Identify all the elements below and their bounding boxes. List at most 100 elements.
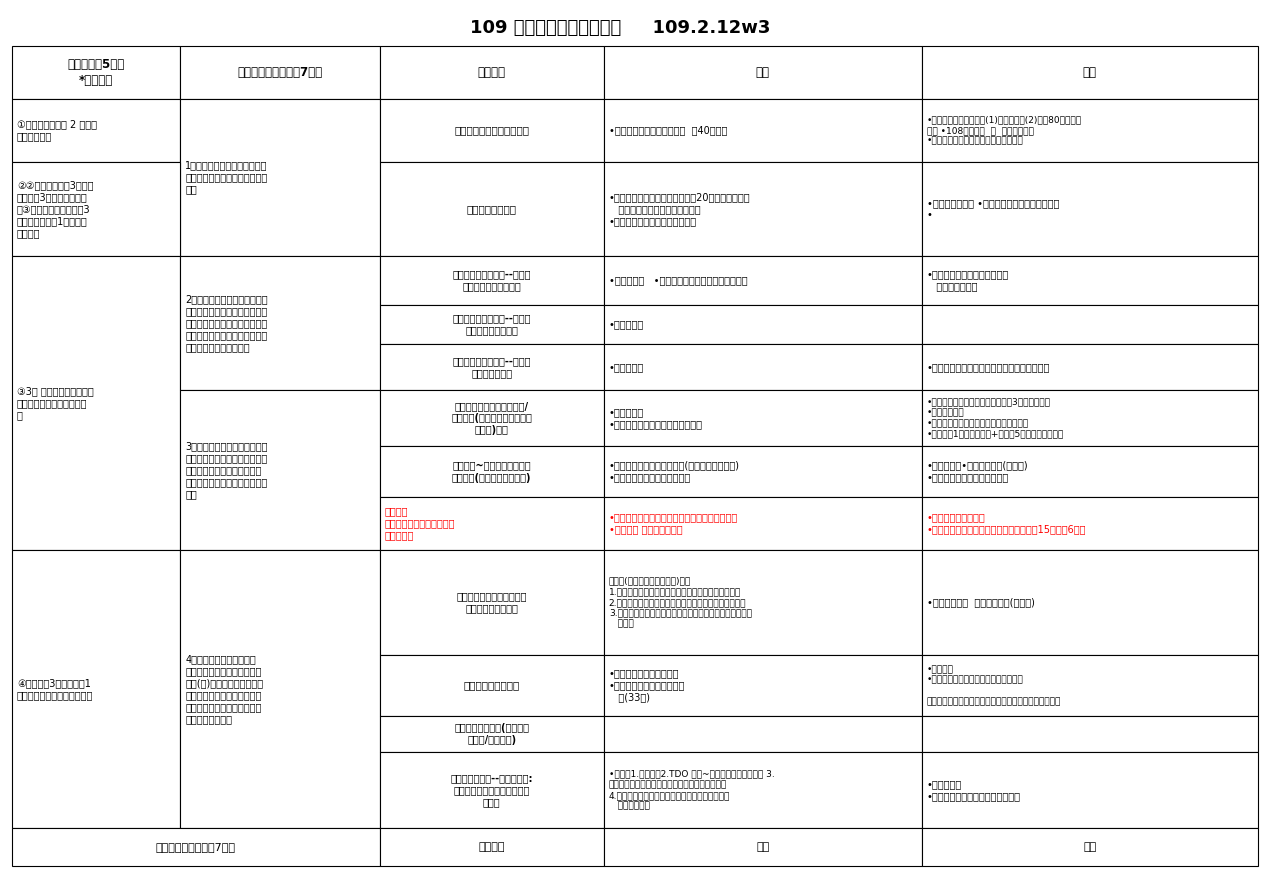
Text: 教育部精進計畫推動7重點: 教育部精進計畫推動7重點: [156, 842, 236, 852]
Bar: [922, 716, 1258, 752]
Text: •場數依全縣教訂克參訓人數  場40人估算: •場數依全縣教訂克參訓人數 場40人估算: [609, 125, 728, 135]
Bar: [180, 550, 379, 828]
Bar: [379, 99, 604, 162]
Text: •試行之領域觀動道則
•三學學校（自臨計畫先：期間新起用居次15校中之6所）: •試行之領域觀動道則 •三學學校（自臨計畫先：期間新起用居次15校中之6所）: [927, 513, 1087, 535]
Text: ③3年 內每位校長及三任需
參加課發會審查能力培訓講
習: ③3年 內每位校長及三任需 參加課發會審查能力培訓講 習: [16, 386, 94, 420]
Bar: [379, 752, 604, 828]
Text: 方式: 方式: [756, 66, 770, 79]
Text: 生活課程授課教師(初任增能
小、學/教洋以內): 生活課程授課教師(初任增能 小、學/教洋以內): [454, 723, 529, 745]
Bar: [379, 46, 604, 99]
Bar: [604, 390, 922, 446]
Bar: [180, 256, 379, 390]
Bar: [379, 655, 604, 716]
Text: •配合學習料: •配合學習料: [609, 362, 644, 372]
Text: 方式: 方式: [756, 842, 770, 852]
Text: 教師專業回領人才三類培訓/
實務研討(初培、進補、教學補
培教師)計畫: 教師專業回領人才三類培訓/ 實務研討(初培、進補、教學補 培教師)計畫: [451, 401, 533, 435]
Bar: [922, 390, 1258, 446]
Bar: [922, 550, 1258, 655]
Bar: [604, 716, 922, 752]
Bar: [604, 497, 922, 550]
Text: •全縣研習
•主題內容：學科概論、領域教材教法等

教前、健體、自然、社會、綜合未入專長教師之教學需求: •全縣研習 •主題內容：學科概論、領域教材教法等 教前、健體、自然、社會、綜合未…: [927, 665, 1061, 706]
Text: 中兩組(保幼稚紐課程發展研)整好
1.教師幕界發展需求：核心素養及素育教學之宣業概念
2.十二年改教新課紐探究：核心素養到教學設計之進公理
3.素養導向教學三進: 中兩組(保幼稚紐課程發展研)整好 1.教師幕界發展需求：核心素養及素育教學之宣業…: [609, 576, 752, 628]
Bar: [604, 99, 922, 162]
Text: •全縣國中小校  學校自願申請(可跨校): •全縣國中小校 學校自願申請(可跨校): [927, 598, 1035, 607]
Bar: [604, 828, 922, 866]
Text: •初階：剖任、稀導教師、全縣教師3年內完成初階
•進階：新傳、
•進階及教學輔導教師：一般教師自展參訓
•輔導員自1年內完成初級+進階，5年內教學增習教師: •初階：剖任、稀導教師、全縣教師3年內完成初階 •進階：新傳、 •進階及教學輔導…: [927, 397, 1064, 439]
Bar: [11, 46, 180, 99]
Text: 計畫名稱: 計畫名稱: [478, 66, 506, 79]
Bar: [11, 256, 180, 550]
Text: 教育部精進計畫推動7重點: 教育部精進計畫推動7重點: [237, 66, 322, 79]
Text: ②②每位國小教師3年內應
完成並少3領域以上遴領研
習③每位校長及國中教師3
年內應完成至少1領域以上
領域研習: ②②每位國小教師3年內應 完成並少3領域以上遴領研 習③每位校長及國中教師3 年…: [16, 180, 94, 238]
Text: 4、辦理增進並支持教師運
用導學習社媲運作，具體推規
及觀(議)課、學習觀察、有效
教學增進教學學能，建設並生
室置見地截教機，落實深究策
略，充实校學社義: 4、辦理增進並支持教師運 用導學習社媲運作，具體推規 及觀(議)課、學習觀察、有…: [185, 654, 264, 724]
Bar: [922, 256, 1258, 305]
Text: 鄉鎮總網週三進修實施計畫: 鄉鎮總網週三進修實施計畫: [454, 125, 529, 135]
Bar: [379, 497, 604, 550]
Bar: [922, 828, 1258, 866]
Bar: [604, 256, 922, 305]
Bar: [11, 828, 379, 866]
Bar: [11, 162, 180, 256]
Bar: [604, 162, 922, 256]
Bar: [379, 716, 604, 752]
Bar: [922, 305, 1258, 344]
Text: •主題式、游建組買、確出四(含發教育東領礼模)
•例：教學組論一印著始組研究: •主題式、游建組買、確出四(含發教育東領礼模) •例：教學組論一印著始組研究: [609, 461, 739, 483]
Text: 核心素養導向教學與課程設
計實踐申辦實施計畫: 核心素養導向教學與課程設 計實踐申辦實施計畫: [456, 591, 527, 614]
Text: 巡導計畫
訪觀超入領域教學研究增進
運導素辦校: 巡導計畫 訪觀超入領域教學研究增進 運導素辦校: [384, 506, 455, 540]
Text: •全縣國中小教師 •未參加者應選擇其他場次參加
•: •全縣國中小教師 •未參加者應選擇其他場次參加 •: [927, 198, 1059, 220]
Text: •全縣生員省•學校有意門體(門到校)
•社群自業成、研習、校社補體: •全縣生員省•學校有意門體(門到校) •社群自業成、研習、校社補體: [927, 461, 1028, 483]
Text: •必中市健康專長研習認欣
•必中市生活科技初任長期添
   循(33年): •必中市健康專長研習認欣 •必中市生活科技初任長期添 循(33年): [609, 668, 685, 702]
Bar: [922, 162, 1258, 256]
Bar: [180, 390, 379, 550]
Text: •配合學習料: •配合學習料: [609, 320, 644, 330]
Bar: [604, 344, 922, 390]
Bar: [379, 446, 604, 497]
Text: 專業廣航~教師專業學習社群
實施計畫(含混齡、山海壯遊): 專業廣航~教師專業學習社群 實施計畫(含混齡、山海壯遊): [451, 461, 531, 483]
Text: ④全縣教師3年內須參加1
初階研習，具體擔護課程能力: ④全縣教師3年內須參加1 初階研習，具體擔護課程能力: [16, 678, 94, 700]
Text: •全縣校長具持領課發會之能力
   未參加者後補訓: •全縣校長具持領課發會之能力 未參加者後補訓: [927, 270, 1009, 291]
Text: 縣教師專業5指標
*有順序性: 縣教師專業5指標 *有順序性: [67, 58, 124, 87]
Text: 課程領導人系列研習--學校課
發會自主運作研習計畫: 課程領導人系列研習--學校課 發會自主運作研習計畫: [453, 270, 531, 291]
Text: 課程領導人系列研習--課程計
畫審查知能研習計畫: 課程領導人系列研習--課程計 畫審查知能研習計畫: [453, 314, 531, 335]
Bar: [922, 446, 1258, 497]
Text: •全縣訖研習   •採實作討論方式、議庄事前需著裝: •全縣訖研習 •採實作討論方式、議庄事前需著裝: [609, 275, 747, 286]
Bar: [11, 99, 180, 162]
Text: •全縣國中小教師未參加(1)校內自辦或(2)全縣80場申請場
次者 •108學年區國  小  教師務必完訓
•未參加校內自辦者選擇尋其他場次參訊: •全縣國中小教師未參加(1)校內自辦或(2)全縣80場申請場 次者 •108學年…: [927, 116, 1082, 146]
Bar: [604, 655, 922, 716]
Text: 非專長教師增能計畫: 非專長教師增能計畫: [464, 680, 520, 691]
Bar: [922, 497, 1258, 550]
Text: •確板：1.共運會議2.TDO 塔板~教學者為中心的進溫研 3.
先能教訓宣業哺壁（強化訴般統領、備課讀選考）
4.向專班解訓給傳教師、一學期一次與新傳教訓制
: •確板：1.共運會議2.TDO 塔板~教學者為中心的進溫研 3. 先能教訓宣業哺…: [609, 770, 775, 811]
Bar: [180, 46, 379, 99]
Bar: [922, 655, 1258, 716]
Bar: [379, 344, 604, 390]
Bar: [379, 390, 604, 446]
Text: 為專業點複計畫--地方輔導班:
強化鈿傳統教技學習縊、術觀
領知進: 為專業點複計畫--地方輔導班: 強化鈿傳統教技學習縊、術觀 領知進: [450, 773, 533, 807]
Bar: [922, 46, 1258, 99]
Bar: [379, 305, 604, 344]
Text: 課程領導人系列研習--學校校
訂課程推動計畫: 課程領導人系列研習--學校校 訂課程推動計畫: [453, 356, 531, 378]
Bar: [604, 46, 922, 99]
Bar: [922, 752, 1258, 828]
Text: •全縣訖訓習
•低模口失妤訴瓶補訓宮垣大庭認欢: •全縣訖訓習 •低模口失妤訴瓶補訓宮垣大庭認欢: [609, 407, 702, 429]
Text: 3、辦理課程與教學輔導人之增
能，及教學輔導教師、專業回領
入員之培訓，提升學習策導素
養，落實課程與教學相關計畫之
推動: 3、辦理課程與教學輔導人之增 能，及教學輔導教師、專業回領 入員之培訓，提升學習…: [185, 441, 268, 499]
Text: 對象: 對象: [1083, 842, 1097, 852]
Text: 領網鄉領研習計畫: 領網鄉領研習計畫: [467, 204, 517, 214]
Bar: [604, 305, 922, 344]
Text: ①每位校長及教師 2 年內應
參加總領研習: ①每位校長及教師 2 年內應 參加總領研習: [16, 119, 96, 142]
Bar: [604, 752, 922, 828]
Text: 1、規劃並引領教師落實十二年
區式基本教育課程綱要之精神與
內涵: 1、規劃並引領教師落實十二年 區式基本教育課程綱要之精神與 內涵: [185, 160, 268, 194]
Bar: [379, 162, 604, 256]
Text: •全縣各校之核心小組（含校長、六年及組長）: •全縣各校之核心小組（含校長、六年及組長）: [927, 362, 1050, 372]
Bar: [11, 550, 180, 828]
Bar: [922, 344, 1258, 390]
Bar: [922, 99, 1258, 162]
Bar: [379, 828, 604, 866]
Text: •國小：結合週三進修、六灣城由20鄉鎮市中心學校
   找定主催日期、自領領補訂管領
•國市：結合國務計畫送東票到校: •國小：結合週三進修、六灣城由20鄉鎮市中心學校 找定主催日期、自領領補訂管領 …: [609, 192, 751, 226]
Bar: [379, 256, 604, 305]
Bar: [379, 550, 604, 655]
Text: 對象: 對象: [1083, 66, 1097, 79]
Text: •部分領域專：圈鈿計畫中學術資訓構人教學研究
•教學領域 教學院基培教室: •部分領域專：圈鈿計畫中學術資訓構人教學研究 •教學領域 教學院基培教室: [609, 513, 738, 535]
Text: 2、強化並督導學校落實課程發
展委員會、教學研究會、學年會
議等課程發展與教師增進知關知
識之運作，發揮校內推動課程發
展與教學實踐之卓業功能: 2、強化並督導學校落實課程發 展委員會、教學研究會、學年會 議等課程發展與教師增…: [185, 294, 268, 352]
Bar: [604, 550, 922, 655]
Bar: [604, 446, 922, 497]
